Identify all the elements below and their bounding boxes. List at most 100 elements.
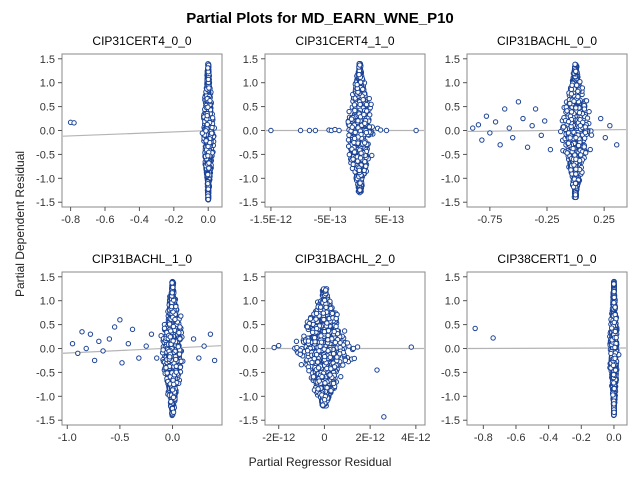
data-point	[576, 110, 583, 116]
data-point	[487, 130, 493, 136]
y-tick-label: 1.5	[40, 272, 55, 284]
panel-title: CIP31CERT4_1_0	[295, 34, 394, 48]
data-point	[170, 284, 176, 291]
data-point	[564, 108, 570, 114]
data-point	[368, 101, 374, 108]
data-point	[575, 88, 581, 94]
data-point	[173, 369, 179, 375]
y-tick-label: -1.5	[36, 415, 55, 427]
data-point	[568, 109, 575, 115]
y-tick-label: -0.5	[36, 149, 55, 161]
data-point	[306, 127, 313, 134]
x-tick-label: -2E-12	[262, 432, 295, 444]
data-point	[377, 127, 384, 133]
data-point	[357, 155, 364, 161]
page-title: Partial Plots for MD_EARN_WNE_P10	[186, 10, 454, 27]
data-point	[602, 134, 608, 141]
data-point	[363, 101, 370, 108]
data-point	[206, 165, 212, 171]
y-tick-label: 1.5	[243, 272, 258, 284]
data-point	[362, 120, 368, 127]
data-point	[332, 339, 339, 346]
y-tick-label: -1.5	[441, 197, 460, 209]
data-point	[571, 98, 577, 104]
y-tick-label: -0.5	[36, 367, 55, 379]
data-point	[383, 127, 390, 134]
data-point	[309, 329, 316, 336]
data-point	[571, 162, 577, 168]
data-point	[160, 347, 166, 353]
data-point	[572, 61, 578, 67]
data-point	[538, 132, 544, 138]
data-point	[364, 108, 370, 114]
data-point	[169, 290, 175, 296]
data-point	[497, 142, 503, 148]
data-point	[330, 351, 337, 357]
data-point	[207, 331, 214, 337]
y-tick-label: -0.5	[239, 149, 258, 161]
x-tick-label: -0.6	[96, 214, 115, 226]
y-tick-label: 0.0	[445, 126, 460, 138]
data-point	[515, 99, 522, 105]
data-point	[584, 115, 591, 121]
data-point	[358, 150, 364, 156]
y-tick-label: -1.5	[239, 415, 258, 427]
data-point	[587, 146, 593, 153]
data-point	[361, 111, 367, 118]
data-point	[338, 373, 344, 380]
data-point	[204, 112, 210, 119]
data-point	[567, 135, 573, 141]
data-point	[336, 127, 342, 134]
data-point	[577, 79, 583, 85]
data-point	[203, 128, 209, 134]
data-point	[125, 341, 132, 347]
data-point	[502, 106, 508, 112]
data-point	[360, 97, 366, 103]
data-point	[170, 394, 177, 401]
data-point	[209, 115, 216, 121]
data-point	[154, 355, 160, 361]
x-tick-label: 2E-12	[355, 432, 384, 444]
data-point	[345, 143, 352, 149]
data-point	[583, 150, 589, 156]
data-point	[342, 357, 349, 364]
data-point	[582, 124, 589, 130]
data-point	[573, 68, 579, 74]
data-point	[75, 350, 81, 356]
data-point	[564, 150, 570, 156]
data-point	[164, 370, 170, 376]
plot-marks	[266, 286, 424, 420]
data-point	[310, 374, 317, 380]
data-point	[367, 112, 373, 118]
data-point	[582, 129, 589, 136]
x-tick-label: -0.75	[477, 214, 502, 226]
data-point	[357, 79, 364, 85]
data-point	[204, 121, 210, 128]
fit-line	[468, 128, 626, 133]
data-point	[568, 91, 575, 97]
data-point	[207, 97, 213, 104]
y-tick-label: -1.0	[239, 173, 258, 185]
data-point	[345, 119, 351, 125]
data-point	[532, 106, 539, 112]
data-point	[573, 156, 579, 162]
data-point	[350, 156, 356, 162]
data-point	[205, 104, 211, 110]
data-point	[178, 313, 184, 319]
plot-marks	[468, 61, 626, 201]
x-tick-label: 0.25	[593, 214, 614, 226]
data-point	[413, 127, 419, 134]
data-point	[542, 118, 548, 124]
data-point	[479, 137, 485, 143]
x-tick-label: 0	[321, 432, 327, 444]
data-point	[211, 357, 218, 364]
data-point	[575, 142, 582, 149]
data-point	[598, 115, 604, 122]
data-point	[356, 71, 362, 78]
data-point	[529, 123, 535, 129]
fit-line	[63, 345, 221, 354]
data-point	[294, 344, 300, 351]
data-point	[205, 196, 211, 203]
data-point	[143, 343, 149, 349]
y-tick-label: -0.5	[239, 367, 258, 379]
